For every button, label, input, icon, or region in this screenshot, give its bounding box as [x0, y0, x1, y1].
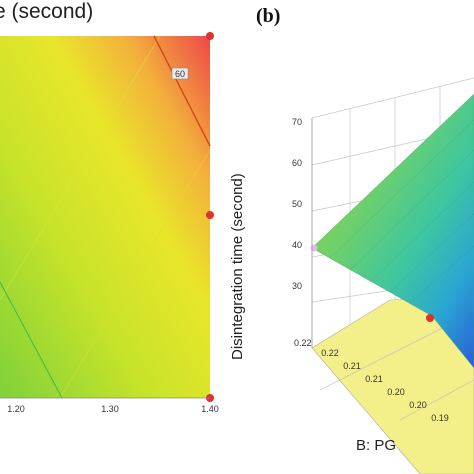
- contour-band: [59, 149, 211, 399]
- panel-b-letter: (b): [256, 5, 280, 27]
- floor-grid: [399, 379, 474, 421]
- y-tick-group: 0.22 0.21 0.21 0.20 0.20 0.19: [321, 348, 449, 423]
- mesh-line: [409, 245, 474, 304]
- design-point: [206, 32, 214, 40]
- contour-line-60: [153, 35, 211, 147]
- z-axis-label: Disintegration time (second): [229, 173, 246, 360]
- surface-mesh: [329, 119, 474, 304]
- contour-fill: [0, 36, 210, 398]
- surface-point: [310, 244, 318, 252]
- y-tick-label: 0.20: [387, 387, 405, 397]
- contour-band: [0, 35, 161, 301]
- x-tick-label: 1.40: [201, 404, 219, 414]
- mesh-line: [329, 119, 474, 259]
- z-tick-group: 70 60 50 40 30: [292, 117, 302, 291]
- grid-line: [311, 77, 474, 119]
- z-tick-label: 70: [292, 117, 302, 127]
- contour-line-low: [0, 281, 63, 399]
- y-tick-label: 0.21: [365, 374, 383, 384]
- x-tick-label: 1.30: [101, 404, 119, 414]
- mesh-line: [349, 149, 474, 271]
- floor-tick: 0.22: [294, 338, 312, 348]
- contour-label-box: [171, 67, 189, 80]
- mesh-line: [389, 213, 474, 293]
- design-point: [426, 314, 434, 322]
- design-point: [206, 211, 214, 219]
- z-tick-label: 50: [292, 199, 302, 209]
- y-tick-label: 0.20: [409, 400, 427, 410]
- z-tick-label: 40: [292, 240, 302, 250]
- response-surface: [311, 93, 474, 369]
- y-tick-label: 0.19: [431, 413, 449, 423]
- z-tick-label: 30: [292, 281, 302, 291]
- panel-a: e (second) 60 1.20 1.30 1.40: [0, 0, 219, 414]
- x-tick-label: 1.20: [7, 404, 25, 414]
- y-tick-label: 0.21: [343, 361, 361, 371]
- contour-label-60: 60: [175, 69, 185, 79]
- panel-b: (b) 70 60 50 40 30: [229, 5, 474, 474]
- mesh-line: [369, 181, 474, 283]
- z-tick-label: 60: [292, 158, 302, 168]
- floor-projection: [311, 295, 474, 474]
- y-tick-label: 0.22: [321, 348, 339, 358]
- panel-a-title: e (second): [0, 0, 93, 23]
- x-tick-group: 1.20 1.30 1.40: [7, 404, 219, 414]
- y-axis-label: B: PG: [356, 437, 396, 454]
